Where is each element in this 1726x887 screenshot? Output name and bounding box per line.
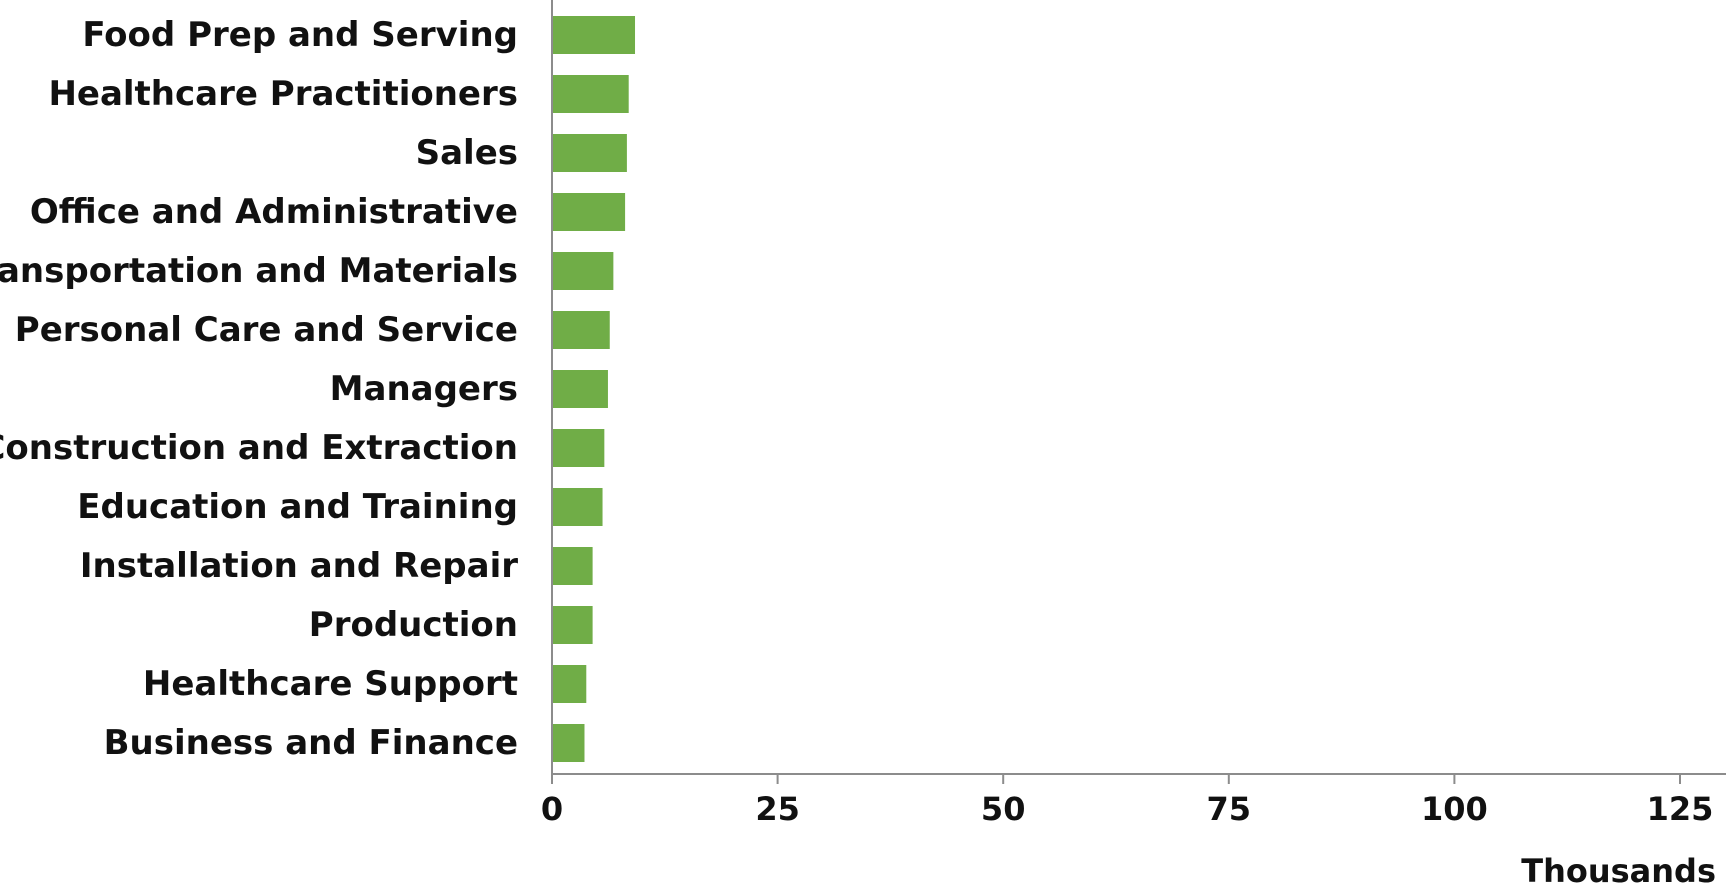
x-tick-label: 0 — [541, 790, 563, 828]
bar — [552, 370, 608, 408]
category-label: Sales — [416, 133, 518, 173]
bar — [552, 547, 593, 585]
x-tick-label: 50 — [981, 790, 1026, 828]
category-label: Business and Finance — [104, 723, 518, 763]
category-label: Education and Training — [77, 487, 518, 527]
axes: 0 25 50 75 100 125 — [541, 0, 1726, 828]
bar — [552, 665, 587, 703]
bar — [552, 429, 605, 467]
category-label: Production — [309, 605, 518, 645]
bar — [552, 606, 593, 644]
bar — [552, 75, 629, 113]
bar — [552, 134, 627, 172]
category-label: Food Prep and Serving — [82, 15, 518, 55]
x-tick-label: 125 — [1647, 790, 1714, 828]
x-tick-label: 25 — [755, 790, 800, 828]
bar — [552, 252, 614, 290]
bars-layer — [552, 16, 636, 762]
category-label: Office and Administrative — [30, 192, 518, 232]
bar — [552, 724, 585, 762]
bar — [552, 488, 603, 526]
bar — [552, 193, 626, 231]
x-tick-label: 100 — [1421, 790, 1488, 828]
bar — [552, 16, 636, 54]
category-labels: Food Prep and Serving Healthcare Practiti… — [0, 15, 518, 763]
x-tick-label: 75 — [1207, 790, 1252, 828]
category-label: Personal Care and Service — [15, 310, 518, 350]
category-label: Construction and Extraction — [0, 428, 518, 468]
category-label: Healthcare Practitioners — [48, 74, 518, 114]
category-label: Installation and Repair — [80, 546, 518, 586]
category-label: Managers — [330, 369, 518, 409]
category-label: Transportation and Materials — [0, 251, 518, 291]
bar — [552, 311, 610, 349]
x-axis-unit-label: Thousands — [1521, 852, 1716, 887]
category-label: Healthcare Support — [143, 664, 518, 704]
